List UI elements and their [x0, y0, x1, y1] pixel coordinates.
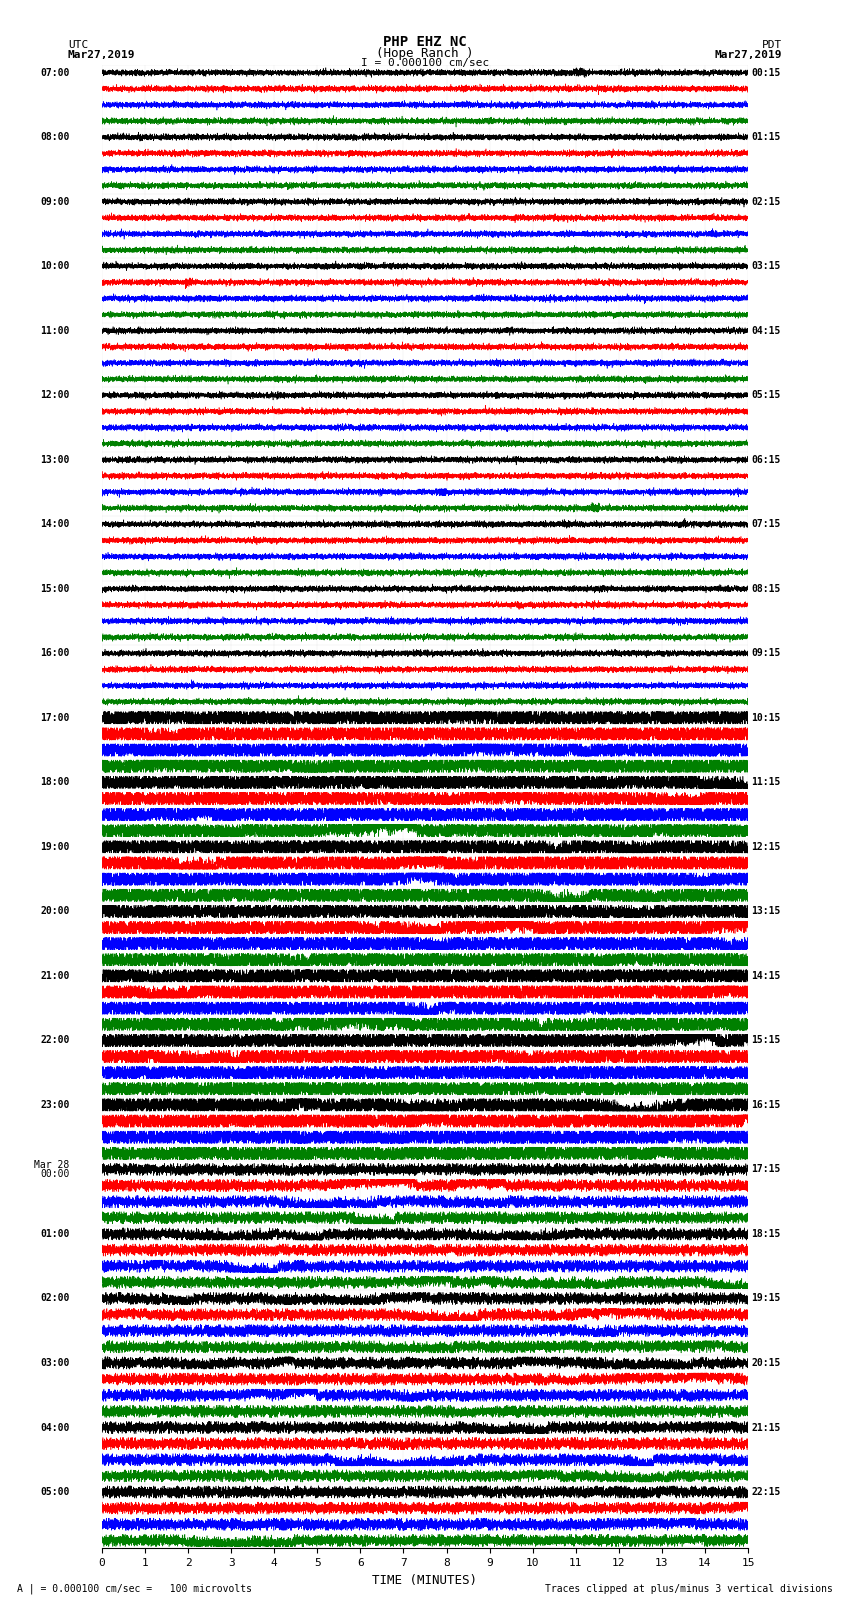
Text: 09:00: 09:00 [40, 197, 70, 206]
Text: 14:00: 14:00 [40, 519, 70, 529]
Text: 02:00: 02:00 [40, 1294, 70, 1303]
Text: 21:00: 21:00 [40, 971, 70, 981]
Text: 13:00: 13:00 [40, 455, 70, 465]
Text: PHP EHZ NC: PHP EHZ NC [383, 35, 467, 50]
Text: 02:15: 02:15 [751, 197, 780, 206]
Text: 04:15: 04:15 [751, 326, 780, 336]
Text: 19:00: 19:00 [40, 842, 70, 852]
Text: 03:15: 03:15 [751, 261, 780, 271]
Text: 18:00: 18:00 [40, 777, 70, 787]
Text: 20:00: 20:00 [40, 907, 70, 916]
Text: 19:15: 19:15 [751, 1294, 780, 1303]
Text: 05:15: 05:15 [751, 390, 780, 400]
Text: 15:15: 15:15 [751, 1036, 780, 1045]
Text: 22:00: 22:00 [40, 1036, 70, 1045]
Text: 17:15: 17:15 [751, 1165, 780, 1174]
Text: 10:15: 10:15 [751, 713, 780, 723]
Text: 22:15: 22:15 [751, 1487, 780, 1497]
Text: 01:00: 01:00 [40, 1229, 70, 1239]
Text: (Hope Ranch ): (Hope Ranch ) [377, 47, 473, 60]
Text: I = 0.000100 cm/sec: I = 0.000100 cm/sec [361, 58, 489, 68]
Text: 09:15: 09:15 [751, 648, 780, 658]
Text: 18:15: 18:15 [751, 1229, 780, 1239]
Text: 17:00: 17:00 [40, 713, 70, 723]
Text: 16:00: 16:00 [40, 648, 70, 658]
X-axis label: TIME (MINUTES): TIME (MINUTES) [372, 1574, 478, 1587]
Text: 11:00: 11:00 [40, 326, 70, 336]
Text: 12:00: 12:00 [40, 390, 70, 400]
Text: Traces clipped at plus/minus 3 vertical divisions: Traces clipped at plus/minus 3 vertical … [545, 1584, 833, 1594]
Text: 11:15: 11:15 [751, 777, 780, 787]
Text: PDT: PDT [762, 40, 782, 50]
Text: 13:15: 13:15 [751, 907, 780, 916]
Text: 06:15: 06:15 [751, 455, 780, 465]
Text: Mar27,2019: Mar27,2019 [715, 50, 782, 60]
Text: 08:00: 08:00 [40, 132, 70, 142]
Text: 12:15: 12:15 [751, 842, 780, 852]
Text: 04:00: 04:00 [40, 1423, 70, 1432]
Text: Mar27,2019: Mar27,2019 [68, 50, 135, 60]
Text: 20:15: 20:15 [751, 1358, 780, 1368]
Text: 05:00: 05:00 [40, 1487, 70, 1497]
Text: 23:00: 23:00 [40, 1100, 70, 1110]
Text: 21:15: 21:15 [751, 1423, 780, 1432]
Text: 00:15: 00:15 [751, 68, 780, 77]
Text: 01:15: 01:15 [751, 132, 780, 142]
Text: 14:15: 14:15 [751, 971, 780, 981]
Text: Mar 28: Mar 28 [35, 1160, 70, 1169]
Text: 16:15: 16:15 [751, 1100, 780, 1110]
Text: 07:15: 07:15 [751, 519, 780, 529]
Text: 07:00: 07:00 [40, 68, 70, 77]
Text: 08:15: 08:15 [751, 584, 780, 594]
Text: 15:00: 15:00 [40, 584, 70, 594]
Text: 10:00: 10:00 [40, 261, 70, 271]
Text: A | = 0.000100 cm/sec =   100 microvolts: A | = 0.000100 cm/sec = 100 microvolts [17, 1582, 252, 1594]
Text: UTC: UTC [68, 40, 88, 50]
Text: 00:00: 00:00 [40, 1169, 70, 1179]
Text: 03:00: 03:00 [40, 1358, 70, 1368]
